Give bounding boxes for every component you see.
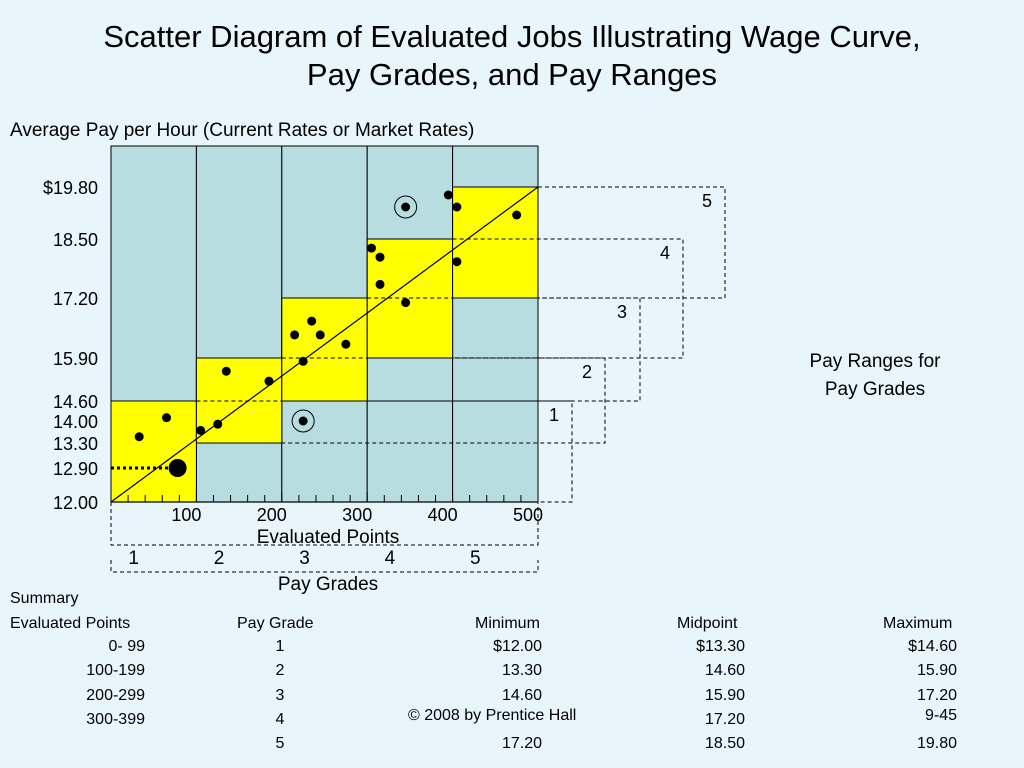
- y-tick-label: 14.60: [53, 392, 98, 412]
- grade-bracket-bottom: [110, 560, 539, 573]
- summary-cell-points: 0- 99: [108, 638, 145, 655]
- data-point: [401, 298, 411, 308]
- circled-point-ring: [394, 195, 418, 219]
- summary-cell-grade: 1: [275, 638, 285, 655]
- summary-cell-points: 200-299: [86, 687, 145, 704]
- data-point: [366, 243, 376, 253]
- pay-range-number-4: 4: [660, 243, 670, 263]
- x-tick-label-500: 500: [513, 505, 543, 525]
- data-point: [375, 252, 385, 262]
- scatter-chart: 1 2 3 4 5 100 200 300 400 500 12.00 12.90 13.3014.00…: [43, 145, 726, 595]
- data-point: [162, 413, 172, 423]
- header-pay-grade: Pay Grade: [237, 615, 314, 632]
- data-point: [375, 279, 385, 289]
- grade-label-4: 4: [385, 548, 396, 569]
- summary-cell-midpoint: 17.20: [704, 711, 745, 728]
- grade-label-1: 1: [128, 548, 139, 569]
- pay-ranges-label-line-2: Pay Grades: [824, 379, 926, 400]
- data-point: [221, 366, 231, 376]
- summary-cell-minimum: 17.20: [501, 735, 542, 752]
- wage-curve-line: [110, 186, 539, 503]
- grade-label-2: 2: [214, 548, 225, 569]
- header-midpoint: Midpoint: [677, 615, 738, 632]
- summary-cell-midpoint: 15.90: [704, 687, 745, 704]
- pay-range-box-3: [281, 297, 368, 402]
- pay-range-number-5: 5: [702, 191, 712, 211]
- circled-point: [298, 416, 308, 426]
- data-point: [452, 257, 462, 267]
- data-point: [196, 425, 206, 435]
- pay-range-bracket-2: [281, 357, 606, 444]
- data-point: [213, 419, 223, 429]
- header-evaluated-points: Evaluated Points: [10, 615, 131, 632]
- summary-cell-maximum: $14.60: [908, 638, 957, 655]
- copyright-notice: © 2008 by Prentice Hall: [408, 707, 577, 724]
- data-point: [134, 432, 144, 442]
- pay-range-number-1: 1: [549, 405, 559, 425]
- x-tick-label-200: 200: [257, 505, 287, 525]
- summary-cell-grade: 4: [275, 711, 285, 728]
- pay-range-number-2: 2: [582, 362, 592, 382]
- data-point: [512, 210, 522, 220]
- grade-label-5: 5: [470, 548, 481, 569]
- title-line-1: Scatter Diagram of Evaluated Jobs Illust…: [103, 19, 921, 54]
- pay-ranges-label-line-1: Pay Ranges for: [809, 351, 941, 372]
- y-tick-label: 12.90: [53, 459, 98, 479]
- highlight-point: [168, 459, 187, 477]
- summary-title: Summary: [10, 590, 79, 607]
- y-tick-label: 17.20: [53, 289, 98, 309]
- pay-range-box-1: [110, 400, 197, 503]
- summary-cell-minimum: 13.30: [501, 662, 542, 679]
- y-tick-label: 14.00: [53, 412, 98, 432]
- summary-cell-midpoint: 18.50: [704, 735, 745, 752]
- pay-range-bracket-5: [538, 186, 726, 299]
- summary-cell-grade: 5: [275, 735, 285, 752]
- summary-cell-points: 100-199: [86, 662, 145, 679]
- chart-title: Scatter Diagram of Evaluated Jobs Illust…: [0, 18, 1024, 94]
- summary-cell-points: 300-399: [86, 711, 145, 728]
- data-point: [307, 316, 317, 326]
- summary-cell-midpoint: 14.60: [704, 662, 745, 679]
- title-line-2: Pay Grades, and Pay Ranges: [306, 57, 718, 92]
- y-tick-label: 15.90: [53, 349, 98, 369]
- y-tick-label: 18.50: [53, 230, 98, 250]
- x-secondary-label: Pay Grades: [278, 574, 378, 595]
- header-minimum: Minimum: [475, 615, 540, 632]
- y-axis-label: Average Pay per Hour (Current Rates or M…: [10, 120, 475, 141]
- summary-cell-maximum: 19.80: [916, 735, 957, 752]
- data-point: [315, 330, 325, 340]
- y-tick-label: $19.80: [43, 178, 98, 198]
- data-point: [341, 339, 351, 349]
- summary-cell-midpoint: $13.30: [696, 638, 745, 655]
- summary-cell-minimum: 14.60: [501, 687, 542, 704]
- grade-bracket-top: [110, 502, 539, 546]
- header-maximum: Maximum: [883, 615, 953, 632]
- x-tick-label-400: 400: [428, 505, 458, 525]
- data-point: [290, 330, 300, 340]
- data-point: [298, 356, 308, 366]
- pay-range-number-3: 3: [617, 302, 627, 322]
- pay-range-box-5: [452, 186, 539, 299]
- pay-ranges-label: Pay Ranges for Pay Grades: [790, 348, 960, 404]
- summary-cell-minimum: $12.00: [493, 638, 542, 655]
- data-point: [443, 190, 453, 200]
- data-point: [452, 202, 462, 212]
- x-tick-label-100: 100: [171, 505, 201, 525]
- x-axis-label: Evaluated Points: [257, 527, 400, 548]
- summary-cell-maximum: 9-45: [924, 707, 957, 724]
- grade-column-2: [195, 145, 283, 503]
- summary-cell-grade: 2: [275, 662, 285, 679]
- y-tick-label: 13.30: [53, 434, 98, 454]
- pay-range-bracket-3: [367, 297, 641, 402]
- grade-label-3: 3: [299, 548, 310, 569]
- y-tick-label: 12.00: [53, 493, 98, 513]
- summary-cell-grade: 3: [275, 687, 285, 704]
- circled-point-ring: [291, 409, 315, 433]
- circled-point: [401, 202, 411, 212]
- summary-cell-maximum: 17.20: [916, 687, 957, 704]
- x-tick-label-300: 300: [342, 505, 372, 525]
- data-point: [264, 376, 274, 386]
- summary-cell-maximum: 15.90: [916, 662, 957, 679]
